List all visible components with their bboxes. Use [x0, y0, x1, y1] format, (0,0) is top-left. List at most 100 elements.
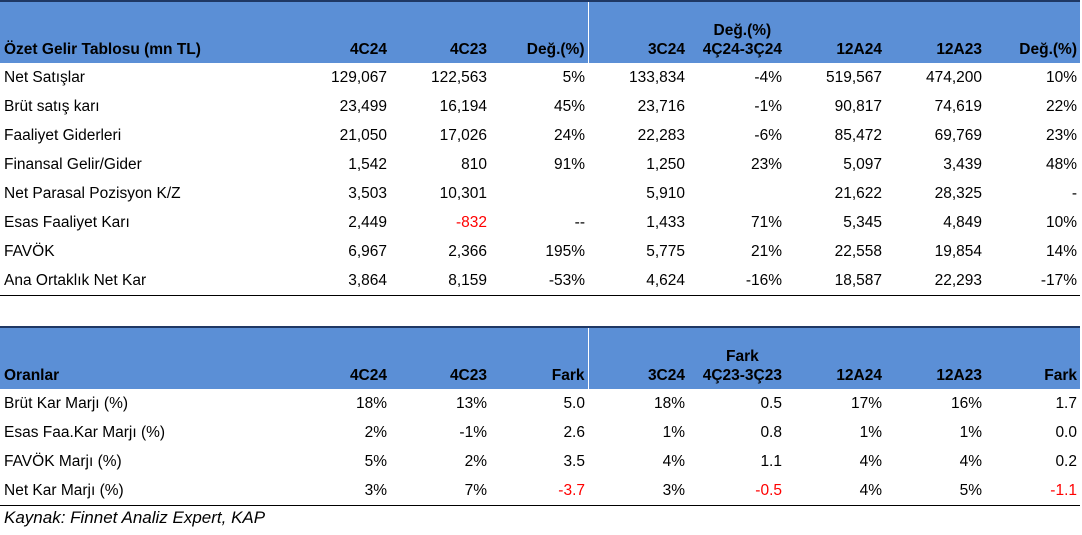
table-cell: -3.7 [490, 476, 588, 506]
row-label: Brüt Kar Marjı (%) [4, 394, 129, 412]
table-cell: 23,499 [339, 97, 387, 115]
column-header: 3C24 [587, 1, 688, 63]
table-cell: 3% [588, 476, 688, 506]
table-cell: 474,200 [925, 68, 982, 86]
table-cell: 13% [455, 394, 487, 412]
table-cell: 7% [390, 476, 490, 506]
table-cell: 0.8 [760, 423, 782, 441]
column-header: 4C24 [290, 1, 390, 63]
row-label: FAVÖK [4, 242, 55, 260]
table-row: Finansal Gelir/Gider 1,542 810 91% 1,250 23% 5… [0, 150, 1080, 179]
table-cell: 1% [959, 423, 982, 441]
table-cell: 5% [562, 68, 585, 86]
table-cell: 21,050 [339, 126, 387, 144]
table-row: Net Satışlar 129,067 122,563 5% 133,834 -4% 51… [0, 63, 1080, 92]
table-cell: 5% [364, 452, 387, 470]
table-cell: 122,563 [430, 68, 487, 86]
table-cell: 2,449 [348, 213, 387, 231]
row-label: Esas Faa.Kar Marjı (%) [4, 423, 166, 441]
table-cell: 14% [1045, 242, 1077, 260]
table-cell: 8,159 [390, 266, 490, 296]
table-cell: 5,345 [843, 213, 882, 231]
table-cell: 23% [750, 155, 782, 173]
table-cell: 18% [653, 394, 685, 412]
table-cell: 10% [1045, 68, 1077, 86]
table-cell: 4,624 [588, 266, 688, 296]
table-cell: 129,067 [330, 68, 387, 86]
income-statement-table: Özet Gelir Tablosu (mn TL) 4C24 4C23 Değ.(%… [0, 0, 1080, 296]
table-cell: 85,472 [834, 126, 882, 144]
table-cell: -53% [490, 266, 588, 296]
table-header-row: Özet Gelir Tablosu (mn TL) 4C24 4C23 Değ.(%… [0, 1, 1080, 63]
table-cell: 0.0 [1055, 423, 1077, 441]
table-cell: 16,194 [439, 97, 487, 115]
row-label: FAVÖK Marjı (%) [4, 452, 122, 470]
table-cell: 195% [545, 242, 585, 260]
table-cell: 17,026 [439, 126, 487, 144]
table-cell: 133,834 [628, 68, 685, 86]
row-label: Net Satışlar [4, 68, 85, 86]
table-row: Esas Faaliyet Karı 2,449 -832 -- 1,433 71% 5,3… [0, 208, 1080, 237]
ratios-table: Oranlar 4C24 4C23 Fark 3C24 Fark 4Ç23-3Ç23 12A2… [0, 326, 1080, 506]
table-cell: 2,366 [448, 242, 487, 260]
table-cell: 4,849 [943, 213, 982, 231]
table-cell: 1,433 [646, 213, 685, 231]
table-cell: -832 [455, 213, 487, 231]
table-cell: 3.5 [563, 452, 585, 470]
table-cell: 22,293 [885, 266, 985, 296]
table-cell: 4% [662, 452, 685, 470]
table-cell: -17% [985, 266, 1080, 296]
table-cell: -16% [688, 266, 785, 296]
column-header: Fark 4Ç23-3Ç23 [688, 327, 785, 389]
table-row: Net Kar Marjı (%) 3% 7% -3.7 3% -0.5 4% 5% -1.1 [0, 476, 1080, 506]
table-cell: 10% [1045, 213, 1077, 231]
column-header: Fark [490, 327, 588, 389]
table-cell: 22% [1045, 97, 1077, 115]
table-cell: 5,775 [646, 242, 685, 260]
table-row: Brüt satış karı 23,499 16,194 45% 23,716 -1% 9… [0, 92, 1080, 121]
source-note: Kaynak: Finnet Analiz Expert, KAP [4, 508, 266, 527]
table-cell: 3,864 [290, 266, 390, 296]
table-cell: 4% [785, 476, 885, 506]
table-cell: -1% [754, 97, 782, 115]
column-header: 4C24 [290, 327, 390, 389]
column-header: 3C24 [587, 327, 688, 389]
table-cell: 22,558 [834, 242, 882, 260]
table-cell: 74,619 [934, 97, 982, 115]
table-cell: 3% [290, 476, 390, 506]
table-row: Brüt Kar Marjı (%) 18% 13% 5.0 18% 0.5 17% 16% 1… [0, 389, 1080, 418]
table-cell: 3,439 [943, 155, 982, 173]
table-title: Özet Gelir Tablosu (mn TL) [0, 1, 290, 63]
table-cell: 1,250 [646, 155, 685, 173]
row-label: Ana Ortaklık Net Kar [0, 266, 290, 296]
column-header: 12A24 [785, 327, 885, 389]
column-header: Değ.(%) [985, 1, 1080, 63]
table-cell: 23% [1045, 126, 1077, 144]
table-cell: -4% [754, 68, 782, 86]
table-cell: 1% [662, 423, 685, 441]
column-header: 12A23 [885, 1, 985, 63]
table-cell: 2.6 [563, 423, 585, 441]
table-cell: 48% [1045, 155, 1077, 173]
table-cell: 17% [850, 394, 882, 412]
table-cell: 16% [950, 394, 982, 412]
table-cell: 5% [885, 476, 985, 506]
table-cell: 22,283 [637, 126, 685, 144]
table-title: Oranlar [0, 327, 290, 389]
table-cell: 1,542 [348, 155, 387, 173]
table-cell: -- [574, 213, 585, 231]
table-cell: 6,967 [348, 242, 387, 260]
row-label: Net Kar Marjı (%) [0, 476, 290, 506]
table-cell: -0.5 [688, 476, 785, 506]
table-header-row: Oranlar 4C24 4C23 Fark 3C24 Fark 4Ç23-3Ç23 12A2… [0, 327, 1080, 389]
table-cell: 90,817 [834, 97, 882, 115]
table-cell: 45% [553, 97, 585, 115]
table-cell: -1% [459, 423, 487, 441]
column-header: Değ.(%) [490, 1, 588, 63]
row-label: Esas Faaliyet Karı [4, 213, 130, 231]
table-cell: 0.5 [760, 394, 782, 412]
table-cell: 5,910 [646, 184, 685, 202]
table-cell: 24% [553, 126, 585, 144]
row-label: Net Parasal Pozisyon K/Z [4, 184, 181, 202]
table-cell: 1% [859, 423, 882, 441]
